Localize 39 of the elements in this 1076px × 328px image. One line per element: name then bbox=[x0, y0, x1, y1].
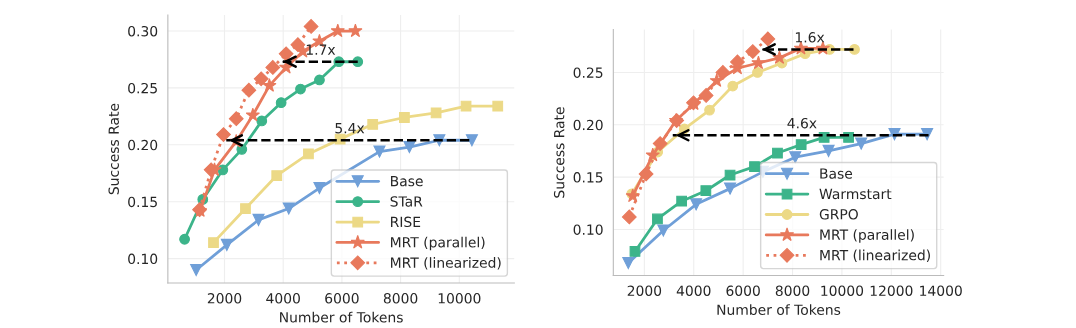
y-tick-label: 0.20 bbox=[573, 119, 603, 131]
x-tick-label: 10000 bbox=[438, 293, 481, 304]
annotation: 5.4x bbox=[335, 123, 365, 134]
legend-label: MRT (linearized) bbox=[820, 249, 930, 262]
x-tick-label: 6000 bbox=[726, 285, 760, 296]
legend-label: Warmstart bbox=[819, 188, 892, 200]
y-axis-title: Success Rate bbox=[108, 103, 119, 195]
annotation: 1.7x bbox=[306, 44, 336, 55]
y-axis-title: Success Rate bbox=[553, 107, 565, 198]
legend-label: MRT (parallel) bbox=[820, 229, 914, 243]
x-tick-label: 6000 bbox=[325, 293, 359, 304]
y-tick-label: 0.25 bbox=[573, 67, 603, 78]
x-tick-label: 8000 bbox=[383, 293, 418, 304]
annotation: 1.6x bbox=[795, 32, 825, 43]
y-tick-label: 0.20 bbox=[128, 139, 158, 151]
x-tick-label: 14000 bbox=[920, 285, 962, 296]
x-tick-label: 10000 bbox=[821, 285, 864, 296]
x-tick-label: 8000 bbox=[775, 285, 810, 296]
x-axis-title: Number of Tokens bbox=[717, 304, 841, 315]
x-tick-label: 2000 bbox=[207, 293, 242, 304]
y-tick-label: 0.30 bbox=[128, 25, 158, 37]
x-tick-label: 4000 bbox=[266, 293, 300, 304]
legend-label: Base bbox=[820, 168, 853, 179]
y-tick-label: 0.25 bbox=[128, 82, 157, 94]
legend-label: RISE bbox=[391, 216, 421, 228]
x-axis-title: Number of Tokens bbox=[280, 311, 403, 323]
x-tick-label: 2000 bbox=[627, 285, 662, 296]
y-tick-label: 0.15 bbox=[128, 196, 157, 208]
legend-label: STaR bbox=[390, 196, 423, 207]
x-tick-label: 12000 bbox=[870, 285, 913, 296]
annotation: 4.6x bbox=[787, 117, 817, 129]
y-tick-label: 0.10 bbox=[128, 253, 158, 265]
legend-label: Base bbox=[391, 176, 423, 187]
legend-label: GRPO bbox=[819, 209, 858, 220]
y-tick-label: 0.15 bbox=[573, 172, 603, 183]
legend-label: MRT (linearized) bbox=[391, 257, 501, 270]
legend-label: MRT (parallel) bbox=[391, 236, 485, 251]
y-tick-label: 0.10 bbox=[573, 224, 603, 235]
x-tick-label: 4000 bbox=[676, 285, 711, 296]
